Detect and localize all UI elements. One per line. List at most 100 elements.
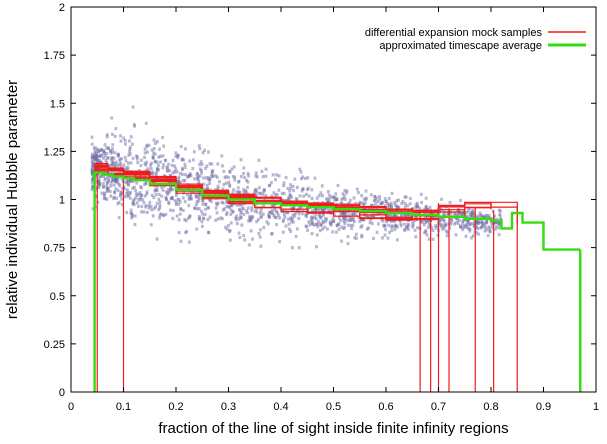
scatter-point xyxy=(110,156,114,160)
scatter-point xyxy=(254,174,258,178)
scatter-point xyxy=(137,197,140,201)
scatter-point xyxy=(157,155,161,159)
scatter-point xyxy=(257,186,261,190)
scatter-point xyxy=(399,221,403,226)
scatter-point xyxy=(329,223,333,227)
scatter-point xyxy=(245,209,248,213)
scatter-point xyxy=(357,215,360,219)
scatter-point xyxy=(131,156,135,160)
scatter-point xyxy=(112,195,116,199)
scatter-point xyxy=(400,201,404,206)
scatter-point xyxy=(488,230,492,234)
scatter-point xyxy=(128,149,131,154)
scatter-point xyxy=(289,186,293,190)
scatter-point xyxy=(373,194,376,199)
scatter-point xyxy=(144,121,148,125)
scatter-point xyxy=(145,160,149,164)
scatter-point xyxy=(462,212,465,216)
scatter-point xyxy=(156,167,159,171)
scatter-point xyxy=(167,200,171,204)
scatter-point xyxy=(431,237,435,241)
scatter-point xyxy=(253,209,257,213)
scatter-point xyxy=(377,212,381,216)
scatter-point xyxy=(214,174,217,178)
scatter-point xyxy=(147,206,151,210)
scatter-point xyxy=(216,184,220,188)
scatter-point xyxy=(105,197,109,201)
scatter-point xyxy=(496,221,500,225)
scatter-point xyxy=(419,192,423,196)
scatter-point xyxy=(275,173,278,177)
scatter-point xyxy=(328,220,332,224)
scatter-point xyxy=(215,175,219,179)
scatter-point xyxy=(310,196,314,201)
scatter-point xyxy=(220,200,224,204)
scatter-point xyxy=(162,213,166,218)
scatter-point xyxy=(282,184,286,188)
scatter-point xyxy=(204,166,207,170)
scatter-point xyxy=(413,228,417,232)
scatter-point xyxy=(102,185,105,189)
scatter-point xyxy=(321,193,324,198)
scatter-point xyxy=(105,182,109,186)
scatter-point xyxy=(341,197,345,201)
scatter-point xyxy=(196,176,199,180)
scatter-point xyxy=(239,212,243,216)
scatter-point xyxy=(271,173,275,177)
scatter-point xyxy=(488,226,491,231)
scatter-point xyxy=(197,178,201,182)
scatter-point xyxy=(362,197,366,201)
y-tick-label: 0.25 xyxy=(44,339,65,351)
scatter-point xyxy=(278,216,282,220)
scatter-point xyxy=(273,208,277,212)
scatter-point xyxy=(120,165,123,169)
scatter-point xyxy=(305,212,308,216)
legend-label-mock-samples: differential expansion mock samples xyxy=(365,27,543,39)
scatter-point xyxy=(167,162,170,166)
scatter-point xyxy=(388,230,392,235)
scatter-point xyxy=(277,188,281,192)
scatter-point xyxy=(96,160,100,164)
scatter-point xyxy=(252,203,256,207)
scatter-point xyxy=(173,164,177,168)
scatter-point xyxy=(293,177,297,181)
scatter-point xyxy=(348,198,352,202)
scatter-point xyxy=(280,191,284,195)
scatter-point xyxy=(390,191,394,195)
scatter-point xyxy=(282,218,285,222)
scatter-point xyxy=(301,187,305,191)
series-layer xyxy=(92,162,582,392)
scatter-point xyxy=(197,207,201,211)
scatter-point xyxy=(376,200,380,204)
scatter-point xyxy=(313,223,317,227)
scatter-point xyxy=(93,149,97,153)
scatter-point xyxy=(342,215,345,220)
scatter-point xyxy=(159,212,163,216)
scatter-point xyxy=(105,151,109,156)
scatter-point xyxy=(143,151,147,155)
scatter-point xyxy=(171,216,175,221)
scatter-point xyxy=(456,208,460,212)
scatter-point xyxy=(287,222,291,226)
scatter-point xyxy=(390,228,394,232)
scatter-point xyxy=(150,161,153,165)
scatter-point xyxy=(392,219,396,223)
scatter-point xyxy=(251,215,255,219)
scatter-point xyxy=(134,189,138,193)
scatter-point xyxy=(133,185,136,190)
scatter-point xyxy=(163,174,166,178)
scatter-point xyxy=(257,232,261,236)
scatter-point xyxy=(143,161,147,165)
scatter-point xyxy=(250,206,254,210)
scatter-point xyxy=(147,143,151,147)
scatter-point xyxy=(341,192,345,196)
scatter-point xyxy=(339,225,343,229)
scatter-point xyxy=(230,167,234,171)
scatter-point xyxy=(406,227,410,232)
scatter-point xyxy=(294,234,298,239)
scatter-point xyxy=(113,177,117,181)
scatter-point xyxy=(468,222,472,227)
scatter-point xyxy=(192,190,195,195)
scatter-point xyxy=(155,140,159,144)
scatter-point xyxy=(377,222,380,226)
